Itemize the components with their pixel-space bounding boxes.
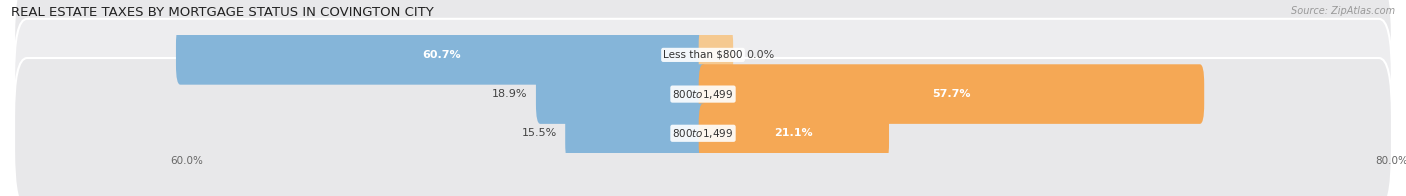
Text: $800 to $1,499: $800 to $1,499: [672, 88, 734, 101]
Text: $800 to $1,499: $800 to $1,499: [672, 127, 734, 140]
Text: 18.9%: 18.9%: [492, 89, 527, 99]
FancyBboxPatch shape: [176, 25, 707, 85]
Text: 57.7%: 57.7%: [932, 89, 970, 99]
FancyBboxPatch shape: [14, 19, 1392, 169]
Text: 15.5%: 15.5%: [522, 128, 557, 138]
FancyBboxPatch shape: [699, 25, 733, 85]
Text: Source: ZipAtlas.com: Source: ZipAtlas.com: [1291, 6, 1395, 16]
FancyBboxPatch shape: [699, 64, 1204, 124]
Text: Less than $800: Less than $800: [664, 50, 742, 60]
FancyBboxPatch shape: [14, 0, 1392, 130]
FancyBboxPatch shape: [699, 103, 889, 163]
FancyBboxPatch shape: [565, 103, 707, 163]
Text: 60.7%: 60.7%: [422, 50, 461, 60]
Text: REAL ESTATE TAXES BY MORTGAGE STATUS IN COVINGTON CITY: REAL ESTATE TAXES BY MORTGAGE STATUS IN …: [11, 6, 434, 19]
Text: 0.0%: 0.0%: [747, 50, 775, 60]
Text: 21.1%: 21.1%: [775, 128, 813, 138]
Legend: Without Mortgage, With Mortgage: Without Mortgage, With Mortgage: [588, 193, 818, 196]
FancyBboxPatch shape: [536, 64, 707, 124]
FancyBboxPatch shape: [14, 58, 1392, 196]
